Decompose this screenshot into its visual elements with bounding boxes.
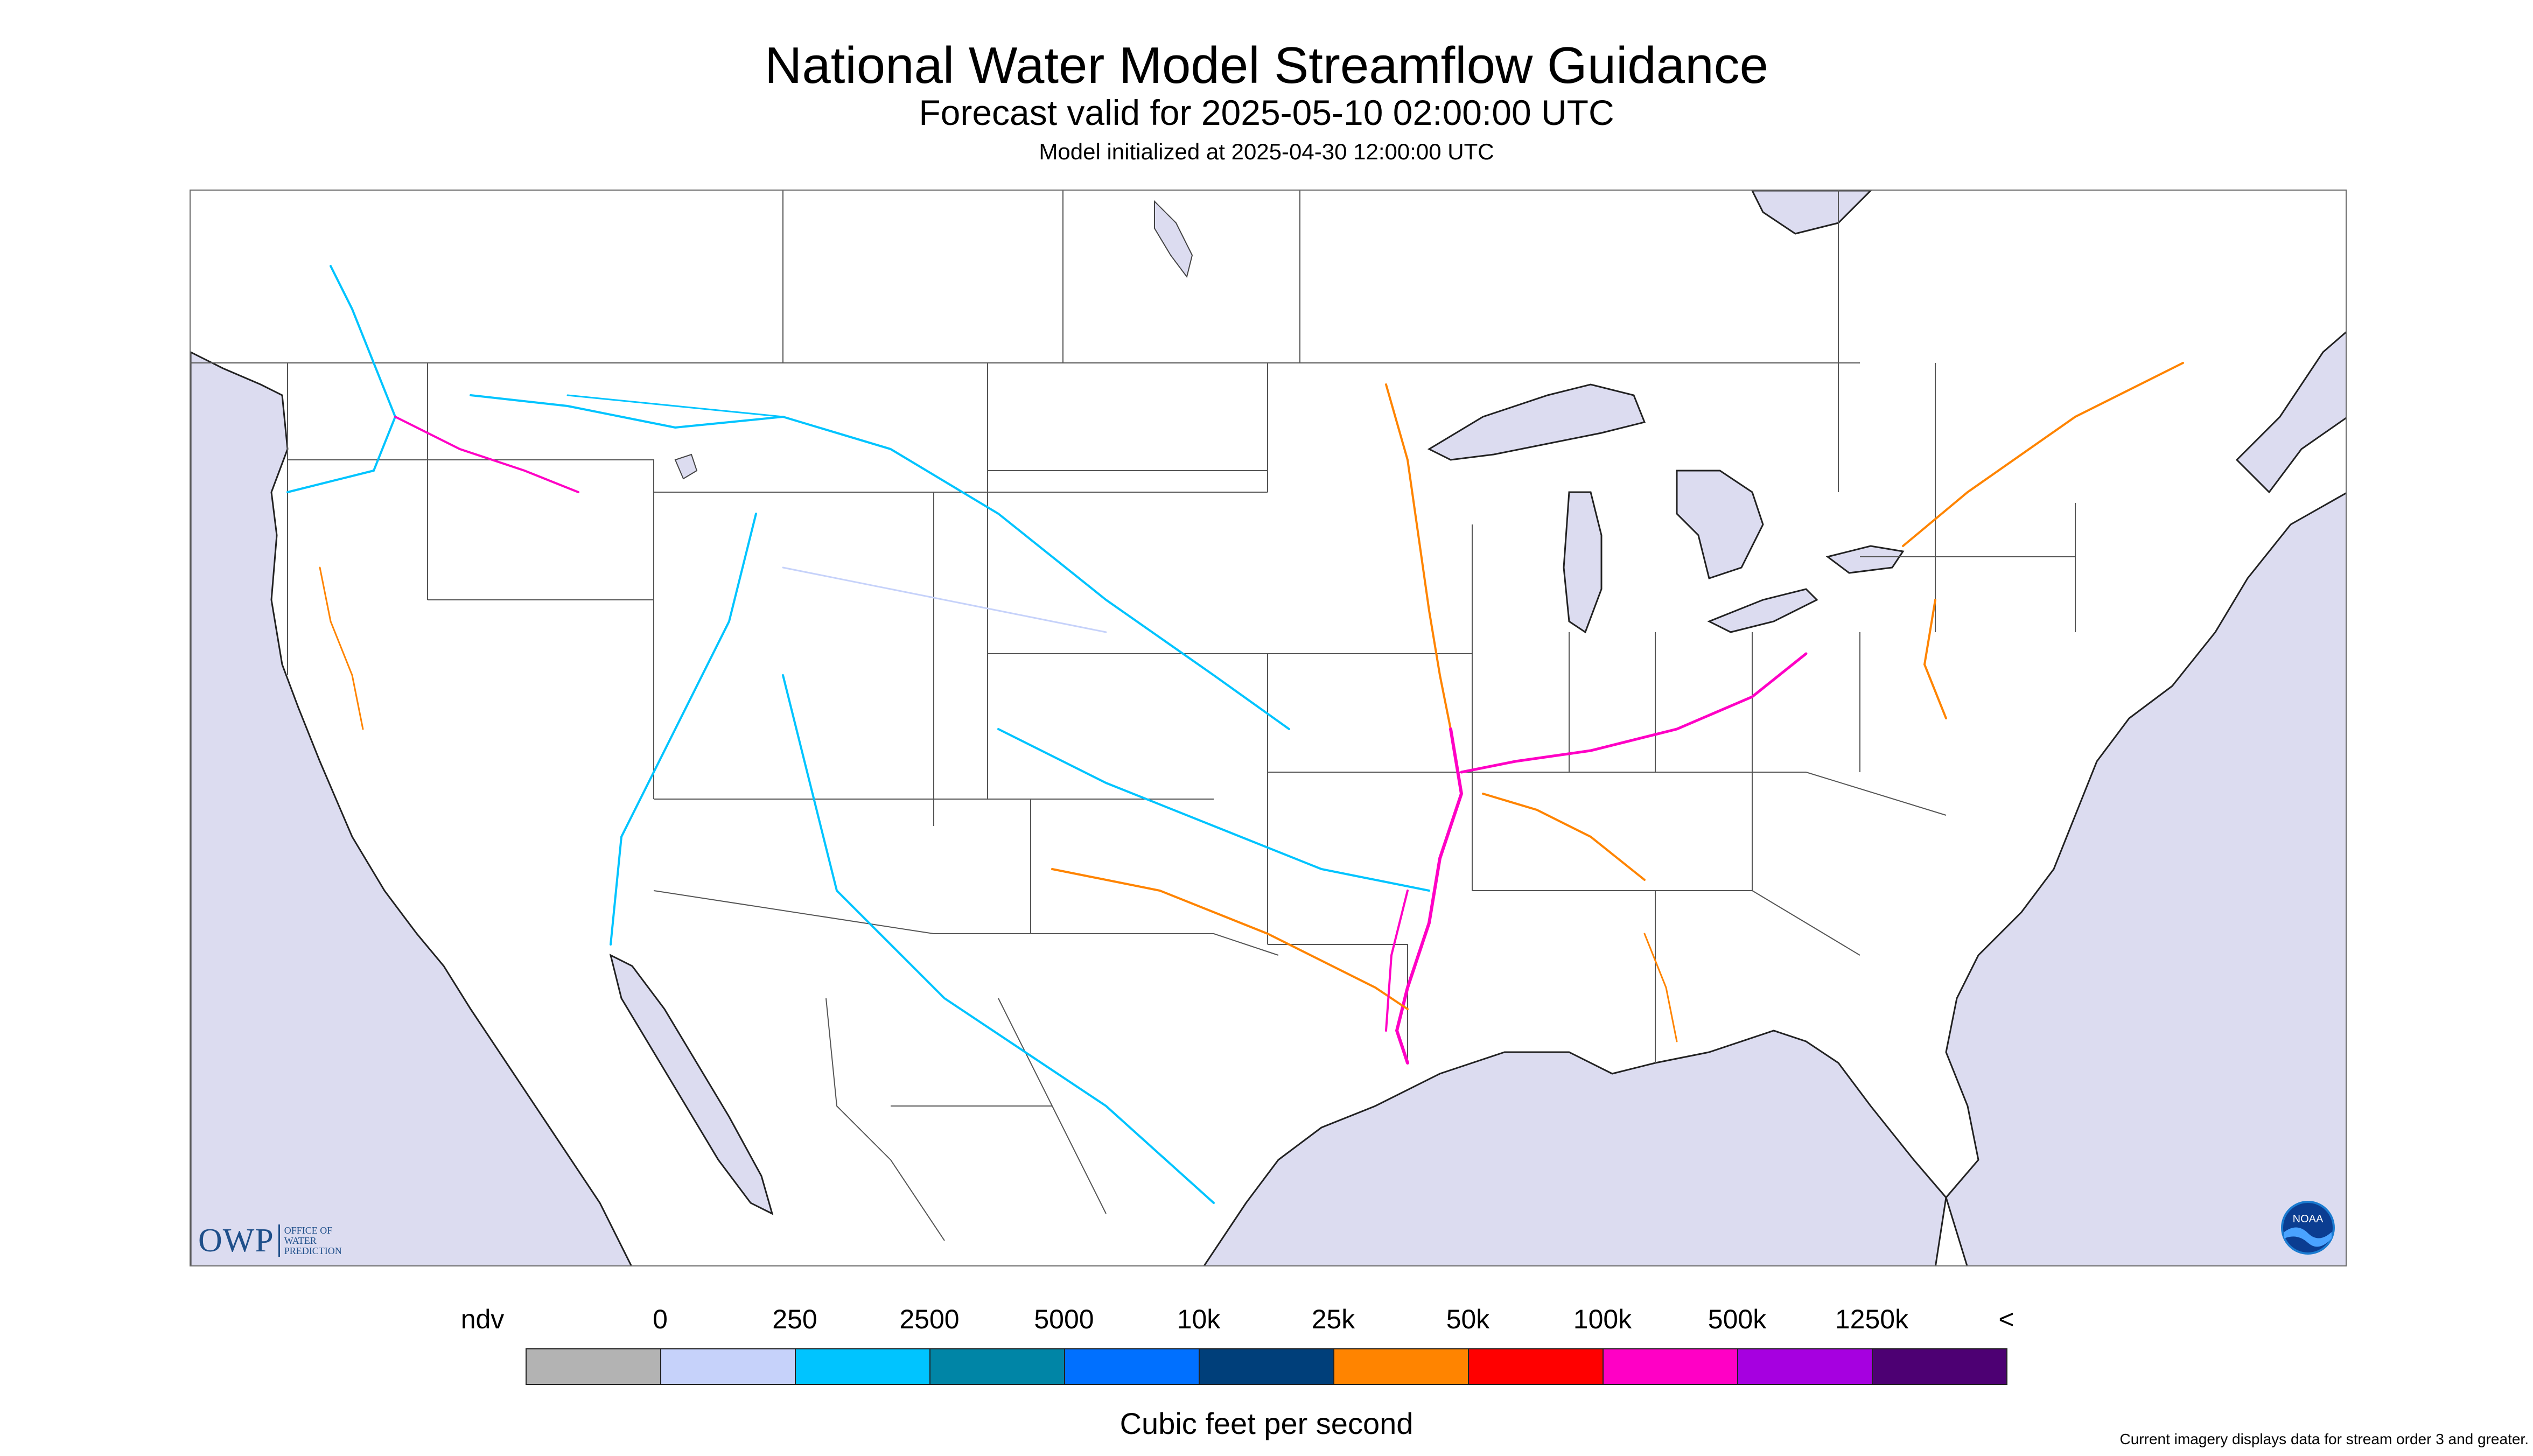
pacific-ocean <box>191 351 632 1265</box>
river-lower-mississippi <box>1395 727 1464 1065</box>
hudson-bay <box>1751 191 1872 235</box>
river-colorado <box>610 513 757 946</box>
legend-tick-label: 25k <box>1311 1304 1355 1334</box>
river-sacramento <box>319 566 364 730</box>
legend-swatch <box>1603 1348 1738 1385</box>
legend-tick-label: 50k <box>1446 1304 1490 1334</box>
owp-logo: OWP OFFICE OF WATER PREDICTION <box>198 1221 342 1260</box>
legend-caption: Cubic feet per second <box>1119 1406 1414 1440</box>
legend-swatch <box>795 1348 930 1385</box>
model-init-time: Model initialized at 2025-04-30 12:00:00… <box>1039 139 1494 164</box>
legend-tick-label: 250 <box>772 1304 817 1334</box>
river-alabama <box>1643 933 1678 1042</box>
river-snake <box>394 416 579 493</box>
legend-swatch <box>526 1348 661 1385</box>
gulf-of-mexico <box>1203 1030 1947 1265</box>
legend-tick-label: 500k <box>1708 1304 1767 1334</box>
river-arkansas <box>997 728 1430 892</box>
river-platte <box>782 566 1107 633</box>
legend-tick-label: 5000 <box>1034 1304 1094 1334</box>
river-tennessee <box>1482 793 1646 881</box>
svg-text:NOAA: NOAA <box>2293 1213 2324 1225</box>
legend-tick-label: 1250k <box>1835 1304 1909 1334</box>
lake-huron <box>1676 470 1764 579</box>
lake-winnipeg <box>1154 200 1193 278</box>
legend-swatch <box>660 1348 796 1385</box>
footnote: Current imagery displays data for stream… <box>2119 1431 2529 1447</box>
gulf-of-st-lawrence <box>2235 331 2346 494</box>
map-canvas <box>191 191 2346 1265</box>
river-ohio <box>1460 652 1808 774</box>
legend-swatch <box>1737 1348 1873 1385</box>
map-title: National Water Model Streamflow Guidance <box>765 37 1768 94</box>
owp-separator <box>278 1224 280 1257</box>
river-yellowstone <box>566 394 784 418</box>
mexico-borders <box>653 890 1107 1241</box>
forecast-valid-time: Forecast valid for 2025-05-10 02:00:00 U… <box>919 93 1614 132</box>
river-atchafalaya <box>1385 890 1409 1032</box>
river-missouri <box>470 394 1290 730</box>
lake-erie <box>1707 588 1818 633</box>
owp-text: OFFICE OF WATER PREDICTION <box>284 1224 342 1256</box>
great-salt-lake <box>674 453 698 480</box>
river-columbia <box>286 265 397 493</box>
legend-swatch <box>1872 1348 2007 1385</box>
streamflow-map[interactable] <box>190 190 2347 1266</box>
legend-tick-label: 0 <box>653 1304 668 1334</box>
river-red <box>1051 868 1409 1010</box>
legend-tick-label: 2500 <box>899 1304 960 1334</box>
legend-swatch <box>1333 1348 1469 1385</box>
noaa-logo: NOAA <box>2281 1201 2335 1255</box>
river-rio-grande <box>782 674 1215 1204</box>
river-st-lawrence <box>1902 362 2184 547</box>
legend-tick-label: < <box>1998 1304 2014 1334</box>
lake-ontario <box>1825 545 1905 574</box>
legend-swatch <box>1064 1348 1200 1385</box>
legend-swatch <box>1468 1348 1604 1385</box>
legend-tick-label: 100k <box>1573 1304 1632 1334</box>
lake-superior <box>1427 383 1646 461</box>
owp-mark: OWP <box>198 1222 274 1259</box>
gulf-of-california <box>609 954 774 1215</box>
river-susquehanna <box>1923 599 1947 719</box>
lake-michigan <box>1563 491 1603 634</box>
river-upper-mississippi <box>1385 383 1452 730</box>
state-borders <box>191 191 2076 1063</box>
river-network <box>286 265 2184 1204</box>
legend-swatch <box>929 1348 1065 1385</box>
legend-tick-label: 10k <box>1177 1304 1221 1334</box>
legend-tick-label: ndv <box>460 1304 505 1334</box>
atlantic-ocean <box>1945 492 2346 1265</box>
legend-swatch <box>1199 1348 1334 1385</box>
